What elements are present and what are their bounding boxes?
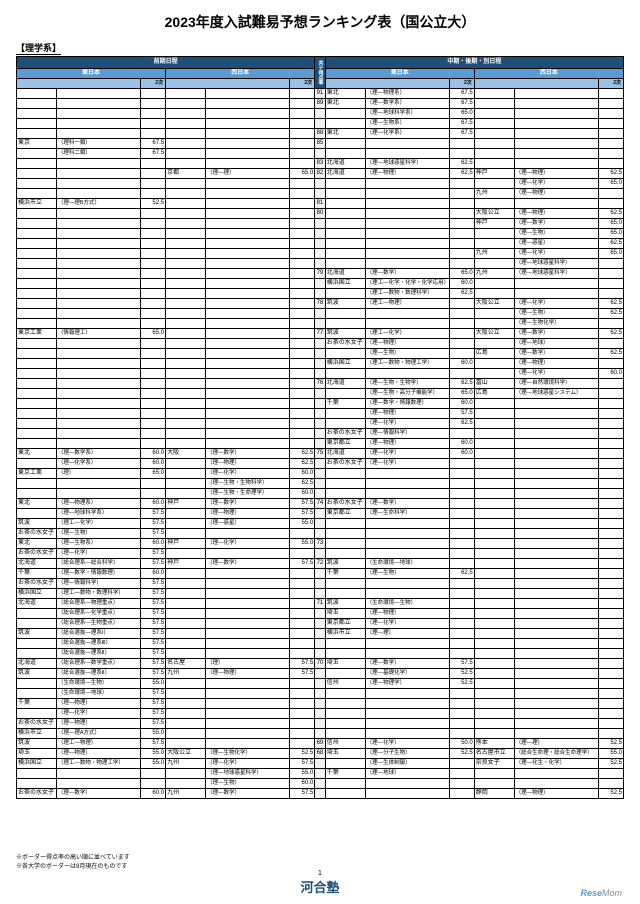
h-west-2: 西日本 bbox=[474, 69, 623, 79]
watermark: ReseMom bbox=[580, 888, 622, 898]
table-row: お茶の水女子（理―情報科学）57.5 bbox=[17, 579, 624, 589]
table-row: （理科二類）67.5 bbox=[17, 149, 624, 159]
h-east-2: 東日本 bbox=[325, 69, 474, 79]
table-row: 89東北（理―数学系）67.5 bbox=[17, 99, 624, 109]
table-row: 九州（理―化学）65.0 bbox=[17, 249, 624, 259]
header-chuki: 中期・後期・別日程 bbox=[325, 57, 623, 69]
table-row: 神戸（理―数学）65.0 bbox=[17, 219, 624, 229]
note-2: ※各大学のボーダーは9月現在のものです bbox=[16, 861, 624, 870]
table-row: （理―地球科学系）65.0 bbox=[17, 109, 624, 119]
table-row: 北海道（総合理系―物理重点）57.571筑波（生命環境―生物） bbox=[17, 599, 624, 609]
table-row: 88東北（理―化学系）67.5 bbox=[17, 129, 624, 139]
table-row: （理―化学）62.5 bbox=[17, 419, 624, 429]
table-row: お茶の水女子（理―化学）57.5 bbox=[17, 549, 624, 559]
table-row: （理―生物）広島（理―数学）62.5 bbox=[17, 349, 624, 359]
table-row: （理工―数物・数理科学）62.5 bbox=[17, 289, 624, 299]
table-row: 80大阪公立（理―物理）62.5 bbox=[17, 209, 624, 219]
table-row: （理―地球科学系）57.5（理―物理）57.5東京都立（理―生命科学） bbox=[17, 509, 624, 519]
table-row: （総合理系―化学重点）57.5埼玉（理―物理） bbox=[17, 609, 624, 619]
table-row: お茶の水女子（理―物理）（理―地球） bbox=[17, 339, 624, 349]
table-row: 東京工業（情報理工）65.077筑波（理工―化学）大阪公立（理―数学）62.5 bbox=[17, 329, 624, 339]
table-row: （理―生物）62.5 bbox=[17, 309, 624, 319]
table-row: 筑波（理工―物理）57.569信州（理―化学）50.0熊本（理―理）52.5 bbox=[17, 739, 624, 749]
logo: 河合塾 bbox=[16, 877, 624, 896]
table-row: 横浜国立（理工―数物・数理科学）57.5 bbox=[17, 589, 624, 599]
table-row: （理―生物化学） bbox=[17, 319, 624, 329]
table-row: （理―地球惑星科学） bbox=[17, 259, 624, 269]
h-east-1: 東日本 bbox=[17, 69, 166, 79]
table-row: 九州（理―物理） bbox=[17, 189, 624, 199]
subtitle: 【理学系】 bbox=[16, 41, 61, 55]
table-row: 東北（理―生物系）60.0神戸（理―化学）55.073 bbox=[17, 539, 624, 549]
table-row: 千葉（理―数学・情報数理）60.0 bbox=[17, 399, 624, 409]
table-row: （理―生物）60.0 bbox=[17, 779, 624, 789]
page-number: 1 bbox=[16, 870, 624, 877]
table-row: 千葉（理―数学・情報数理）60.0千葉（理―生物）62.5 bbox=[17, 569, 624, 579]
table-row: 筑波（総合選抜―理系Ⅰ）57.5横浜市立（理―理） bbox=[17, 629, 624, 639]
table-row: お茶の水女子（理―数学）60.0九州（理―数学）57.5静岡（理―物理）52.5 bbox=[17, 789, 624, 799]
table-row: （理―生物・生命理学）60.0 bbox=[17, 489, 624, 499]
h-west-1: 西日本 bbox=[166, 69, 315, 79]
table-row: 筑波（理工―化学）57.5（理―惑星）55.0 bbox=[17, 519, 624, 529]
table-row: お茶の水女子（理―物理）57.5 bbox=[17, 719, 624, 729]
table-row: 東京（理科一類）67.585 bbox=[17, 139, 624, 149]
table-row: （総合理系―生物重点）57.5東京都立（理―化学） bbox=[17, 619, 624, 629]
table-row: 79北海道（理―数学）65.0九州（理―地球惑星科学） bbox=[17, 269, 624, 279]
note-1: ※ボーダー得点率の高い順に並べています bbox=[16, 852, 624, 861]
table-row: 京都（理―理）65.082北海道（理―物理）62.5神戸（理―物理）62.5 bbox=[17, 169, 624, 179]
table-row: 83北海道（理―地球惑星科学）62.5 bbox=[17, 159, 624, 169]
table-row: （総合選抜―理系Ⅲ）57.5 bbox=[17, 639, 624, 649]
ranking-table: 前期日程 共テ得点率 中期・後期・別日程 東日本 西日本 東日本 西日本 2次 … bbox=[16, 56, 624, 799]
table-row: （生命環境―生物）55.0信州（理―物理学）52.5 bbox=[17, 679, 624, 689]
table-row: （総合選抜―理系Ⅱ）57.5 bbox=[17, 649, 624, 659]
table-row: 東北（理―数学系）60.0大阪（理―数学）62.575北海道（理―化学）60.0 bbox=[17, 449, 624, 459]
table-row: （理―生物・生物科学）62.5 bbox=[17, 479, 624, 489]
table-row: 横浜国立（理工―数物・物理工学）55.0九州（理―化学）57.5（理―生体制御）… bbox=[17, 759, 624, 769]
table-row: お茶の水女子（理―情報科学） bbox=[17, 429, 624, 439]
table-row: 78筑波（理工―物理）大阪公立（理―化学）62.5 bbox=[17, 299, 624, 309]
table-row: 横浜市立（理―理B方式）52.581 bbox=[17, 199, 624, 209]
header-zenki: 前期日程 bbox=[17, 57, 315, 69]
table-row: 東北（理―物理系）60.0神戸（理―数学）57.574お茶の水女子（理―数学） bbox=[17, 499, 624, 509]
table-row: 76北海道（理―生物・生物学）62.5富山（理―自然環境科学） bbox=[17, 379, 624, 389]
table-row: （理―化学）60.0 bbox=[17, 369, 624, 379]
table-row: （理―化学系）60.0（理―物理）62.5お茶の水女子（理―化学） bbox=[17, 459, 624, 469]
table-row: （生命環境―地球）57.5 bbox=[17, 689, 624, 699]
table-row: 東京都立（理―物理）60.0 bbox=[17, 439, 624, 449]
page-title: 2023年度入試難易予想ランキング表（国公立大） bbox=[16, 12, 624, 32]
table-row: 埼玉（理―物理）55.0大阪公立（理―生物化学）52.568埼玉（理―分子生物）… bbox=[17, 749, 624, 759]
table-row: 千葉（理―物理）57.5 bbox=[17, 699, 624, 709]
table-row: 東京工業（理）65.0（理―化学）60.0 bbox=[17, 469, 624, 479]
table-row: （理―生物・高分子機能学）65.0広島（理―地球惑星システム） bbox=[17, 389, 624, 399]
table-row: 横浜国立（理工―数物・物理工学）60.0（理―物理） bbox=[17, 359, 624, 369]
table-row: （理―生物系）67.5 bbox=[17, 119, 624, 129]
table-row: （理―物理）57.5 bbox=[17, 409, 624, 419]
table-row: 北海道（総合理系―数学重点）57.5名古屋（理）57.570埼玉（理―数学）57… bbox=[17, 659, 624, 669]
table-row: （理―化学）65.0 bbox=[17, 179, 624, 189]
table-row: （理―地球惑星科学）55.0千葉（理―地球） bbox=[17, 769, 624, 779]
table-row: お茶の水女子（理―生物）57.5 bbox=[17, 529, 624, 539]
table-row: 筑波（総合選抜―理系Ⅱ）57.5九州（理―物理）57.5（理―基礎化学）52.5 bbox=[17, 669, 624, 679]
table-row: （理―生物）65.0 bbox=[17, 229, 624, 239]
table-row: 横浜国立（理工―化学・化学・化学応用）60.0 bbox=[17, 279, 624, 289]
header-rate: 共テ得点率 bbox=[315, 57, 326, 89]
table-row: 91東北（理―物理系）67.5 bbox=[17, 89, 624, 99]
table-row: （理―惑星）62.5 bbox=[17, 239, 624, 249]
table-row: 北海道（総合理系―総合科学）57.5神戸（理―数学）57.572筑波（生命環境―… bbox=[17, 559, 624, 569]
table-row: （理―化学）57.5 bbox=[17, 709, 624, 719]
table-row: 横浜市立（理―理A方式）55.0 bbox=[17, 729, 624, 739]
